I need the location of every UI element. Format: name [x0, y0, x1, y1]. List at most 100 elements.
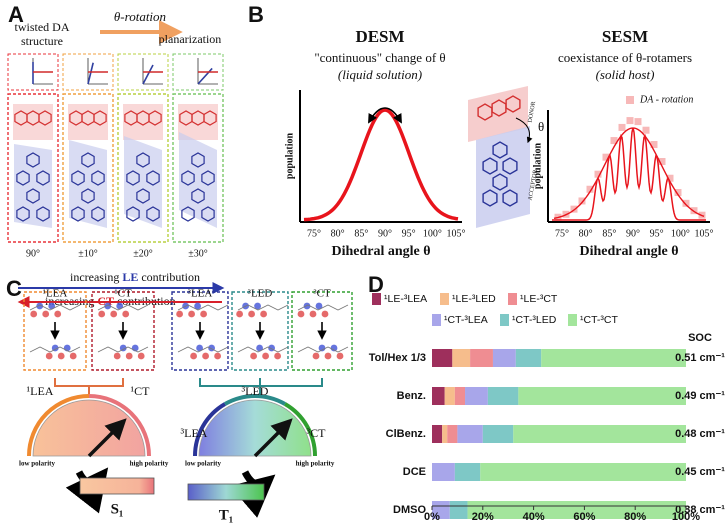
state-label: ¹LEA	[43, 288, 68, 300]
legend-text: DA - rotation	[639, 94, 693, 105]
orbital-lobe	[48, 302, 56, 310]
orbital-box	[291, 291, 353, 371]
soc-label: 0.48 cm⁻¹	[675, 428, 725, 440]
relax-arrow	[229, 470, 276, 518]
orbital-lobe	[321, 310, 329, 318]
conformer-boxes: 90° ±10° ±20° ±30°	[7, 53, 224, 259]
acceptor-ring	[126, 170, 140, 186]
ct-text: increasing CT contribution	[45, 294, 176, 308]
acceptor-ring	[91, 206, 105, 222]
state-label: ³LEA	[188, 288, 213, 300]
orbital-lobe	[200, 310, 208, 318]
acceptor-ring	[126, 206, 140, 222]
donor-plane-shade	[68, 104, 108, 140]
bar-segment	[454, 387, 466, 405]
molecule-skeleton	[237, 346, 289, 353]
polarity-label: low polarity	[185, 460, 221, 468]
ct-text: increasing	[45, 294, 94, 308]
envelope-point	[618, 123, 626, 131]
x-tick-label: 95°	[650, 228, 664, 239]
bar-segment	[515, 349, 542, 367]
orbital-box	[171, 291, 229, 371]
le-text: increasing LE contribution	[70, 270, 200, 284]
le-text: increasing	[70, 270, 119, 284]
x-tick-label: 90°	[378, 228, 392, 239]
bar-segment	[444, 387, 455, 405]
donor-plane-shade	[468, 86, 528, 142]
orbital-lobe	[57, 352, 65, 360]
acceptor-ring	[181, 206, 195, 222]
molecule-skeleton	[297, 346, 349, 353]
orbital-lobe	[110, 310, 118, 318]
envelope-point	[586, 185, 594, 193]
panel-label: B	[248, 2, 264, 27]
orbital-lobe	[45, 352, 53, 360]
acceptor-ring	[91, 170, 105, 186]
orbital-lobe	[262, 352, 269, 360]
orbital-lobe	[51, 344, 59, 352]
x-tick-label: 90°	[626, 228, 640, 239]
envelope-point	[666, 174, 674, 182]
molecule-skeleton	[97, 304, 149, 311]
molecule-skeleton	[29, 346, 81, 353]
orbital-lobe	[336, 352, 344, 360]
bar-segment	[541, 349, 686, 367]
y-axis-label: population	[284, 132, 295, 179]
category-label: ClBenz.	[386, 428, 426, 440]
bar-segment	[432, 349, 453, 367]
x-tick-label: 60%	[573, 511, 595, 523]
angle-label: ±30°	[188, 248, 208, 259]
structure-text: twisted DA	[15, 20, 70, 34]
bar-segment	[482, 425, 514, 443]
x-tick-label: 75°	[555, 228, 569, 239]
panel-label: C	[6, 276, 22, 301]
theta-arc	[515, 117, 533, 144]
gauge-face	[32, 399, 146, 457]
x-tick-label: 75°	[307, 228, 321, 239]
sesm-curve	[552, 127, 706, 221]
population-plots: 75° 80° 85° 90° 95° 100° 105° population Dihedra…	[284, 86, 714, 259]
acceptor-plane-shade	[179, 132, 217, 228]
envelope-point	[674, 189, 682, 197]
ct-text: contribution	[117, 294, 176, 308]
gauge-ring	[224, 394, 286, 406]
donor-plane-shade	[123, 104, 163, 140]
acceptor-ring	[81, 188, 95, 204]
envelope-point	[626, 117, 634, 125]
orbital-lobe	[104, 302, 112, 310]
acceptor-ring	[136, 188, 150, 204]
legend-label: ¹CT-³LED	[512, 314, 557, 326]
category-label: Tol/Hex 1/3	[369, 352, 426, 364]
orbital-lobe	[214, 352, 222, 360]
soc-label: 0.45 cm⁻¹	[675, 466, 725, 478]
x-tick-label: 40%	[523, 511, 545, 523]
state-label: ¹CT	[114, 288, 132, 300]
polarity-label: high polarity	[130, 460, 169, 468]
orbital-lobe	[254, 302, 261, 310]
x-tick-label: 85°	[602, 228, 616, 239]
category-label: Benz.	[397, 390, 426, 402]
y-axis-label: population	[532, 142, 543, 189]
gauge-state-label: ³CT	[307, 426, 327, 440]
soc-label: 0.49 cm⁻¹	[675, 390, 725, 402]
state-label: ³LED	[248, 288, 273, 300]
acceptor-ring	[482, 189, 498, 207]
state-bar	[187, 483, 265, 501]
acceptor-plane	[197, 67, 213, 85]
orbital-lobe	[309, 310, 317, 318]
acceptor-plane	[142, 64, 154, 85]
acceptor-ring	[26, 152, 40, 168]
x-tick-label: 95°	[402, 228, 416, 239]
gauge-ring	[283, 402, 317, 457]
orbital-lobe	[318, 344, 326, 352]
molecule-skeleton	[29, 304, 81, 311]
rotation-arrow	[368, 107, 402, 124]
x-tick-label: 80°	[579, 228, 593, 239]
x-tick-label: 105°	[447, 228, 466, 239]
orbital-lobe	[54, 310, 62, 318]
orbital-lobe	[137, 352, 145, 360]
state-name: T₁	[219, 507, 234, 523]
acceptor-plane	[87, 62, 94, 85]
